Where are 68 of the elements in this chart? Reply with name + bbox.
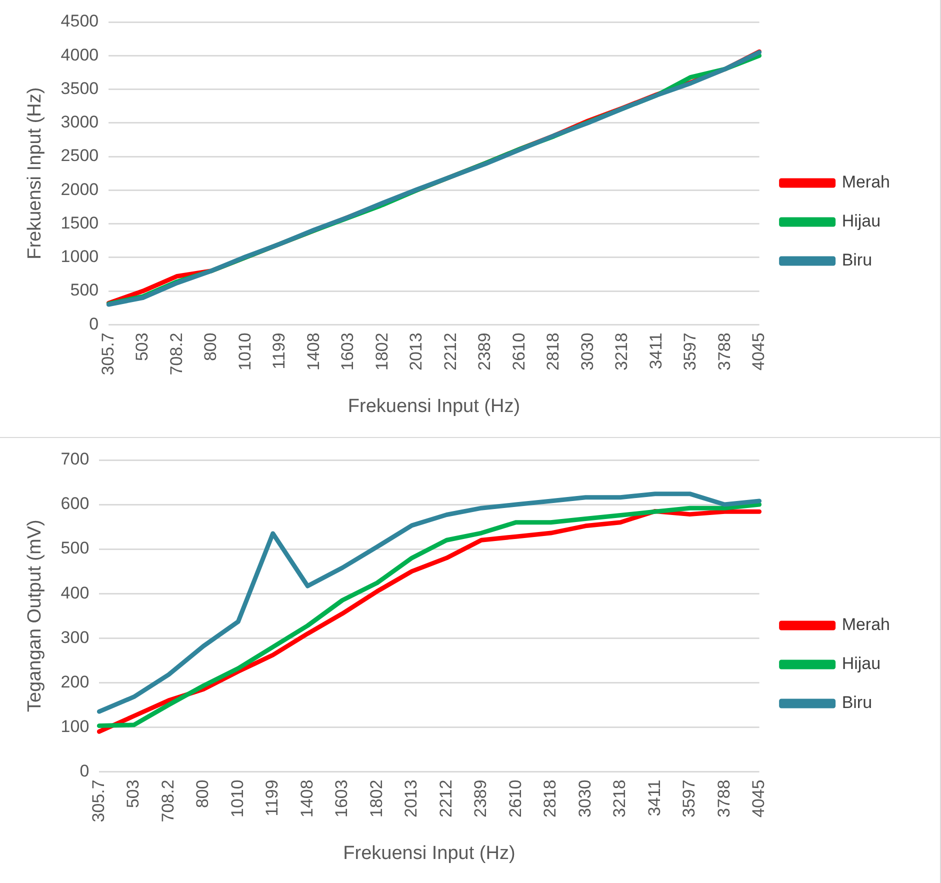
x-tick-label: 1199 — [262, 780, 282, 816]
x-tick-label: 3030 — [578, 332, 597, 370]
x-axis-title: Frekuensi Input (Hz) — [343, 842, 516, 864]
x-tick-label: 2610 — [509, 332, 528, 370]
x-tick-label: 1010 — [235, 332, 254, 370]
x-tick-label: 1603 — [338, 332, 358, 370]
legend-label: Merah — [842, 615, 890, 634]
y-tick-label: 1500 — [60, 213, 99, 232]
y-tick-label: 1000 — [60, 247, 99, 266]
x-tick-label: 800 — [193, 780, 212, 808]
y-tick-label: 3000 — [60, 112, 99, 132]
y-tick-label: 200 — [60, 672, 90, 692]
y-tick-label: 4000 — [60, 45, 99, 64]
x-tick-label: 3788 — [714, 780, 734, 818]
x-tick-label: 1199 — [270, 332, 289, 370]
y-axis-title: Frekuensi Input (Hz) — [24, 87, 46, 260]
x-tick-label: 1802 — [366, 780, 386, 818]
x-tick-label: 2013 — [406, 332, 426, 370]
x-axis-title: Frekuensi Input (Hz) — [348, 396, 520, 417]
y-tick-label: 700 — [60, 450, 90, 469]
x-tick-label: 4045 — [749, 780, 768, 818]
x-tick-label: 3411 — [646, 332, 666, 370]
x-tick-label: 1408 — [297, 780, 316, 818]
x-tick-label: 1408 — [304, 332, 323, 370]
x-tick-label: 3218 — [612, 332, 632, 370]
x-tick-label: 1010 — [228, 780, 247, 818]
x-tick-label: 2013 — [402, 780, 421, 818]
x-tick-label: 2818 — [544, 332, 563, 370]
x-tick-label: 305.7 — [88, 780, 108, 822]
x-tick-label: 2389 — [471, 780, 490, 818]
x-tick-label: 3030 — [575, 780, 594, 818]
y-tick-label: 400 — [60, 583, 90, 602]
legend-label: Biru — [842, 250, 872, 270]
x-tick-label: 2212 — [436, 780, 456, 818]
x-tick-label: 1802 — [372, 332, 392, 370]
y-tick-label: 500 — [60, 538, 90, 558]
x-tick-label: 2610 — [506, 780, 525, 818]
y-tick-label: 4500 — [60, 12, 99, 31]
y-tick-label: 2000 — [60, 180, 99, 199]
x-tick-label: 3218 — [610, 780, 630, 818]
y-tick-label: 2500 — [60, 146, 99, 166]
x-tick-label: 708.2 — [166, 332, 186, 376]
x-tick-label: 4045 — [749, 332, 768, 370]
x-tick-label: 3597 — [680, 780, 699, 818]
y-tick-label: 500 — [70, 280, 99, 300]
x-tick-label: 2212 — [440, 332, 460, 370]
y-tick-label: 3500 — [60, 78, 99, 98]
x-tick-label: 3411 — [644, 780, 664, 816]
x-tick-label: 2389 — [475, 332, 494, 370]
y-tick-label: 0 — [89, 314, 99, 334]
x-tick-label: 305.7 — [98, 332, 118, 376]
legend-label: Hijau — [842, 654, 881, 674]
x-tick-label: 503 — [124, 780, 143, 808]
legend-label: Merah — [842, 172, 890, 192]
x-tick-label: 1603 — [332, 780, 352, 818]
x-tick-label: 3597 — [680, 332, 700, 370]
y-tick-label: 300 — [60, 628, 90, 647]
y-axis-title: Tegangan Output (mV) — [24, 520, 46, 712]
y-tick-label: 0 — [80, 761, 90, 780]
legend-label: Hijau — [842, 212, 881, 231]
x-tick-label: 2818 — [540, 780, 560, 818]
y-tick-label: 600 — [60, 494, 90, 514]
y-tick-label: 100 — [60, 716, 90, 736]
legend-label: Biru — [842, 693, 872, 712]
x-tick-label: 708.2 — [158, 780, 178, 822]
x-tick-label: 503 — [132, 332, 152, 362]
x-tick-label: 800 — [201, 332, 220, 362]
x-tick-label: 3788 — [714, 332, 734, 370]
